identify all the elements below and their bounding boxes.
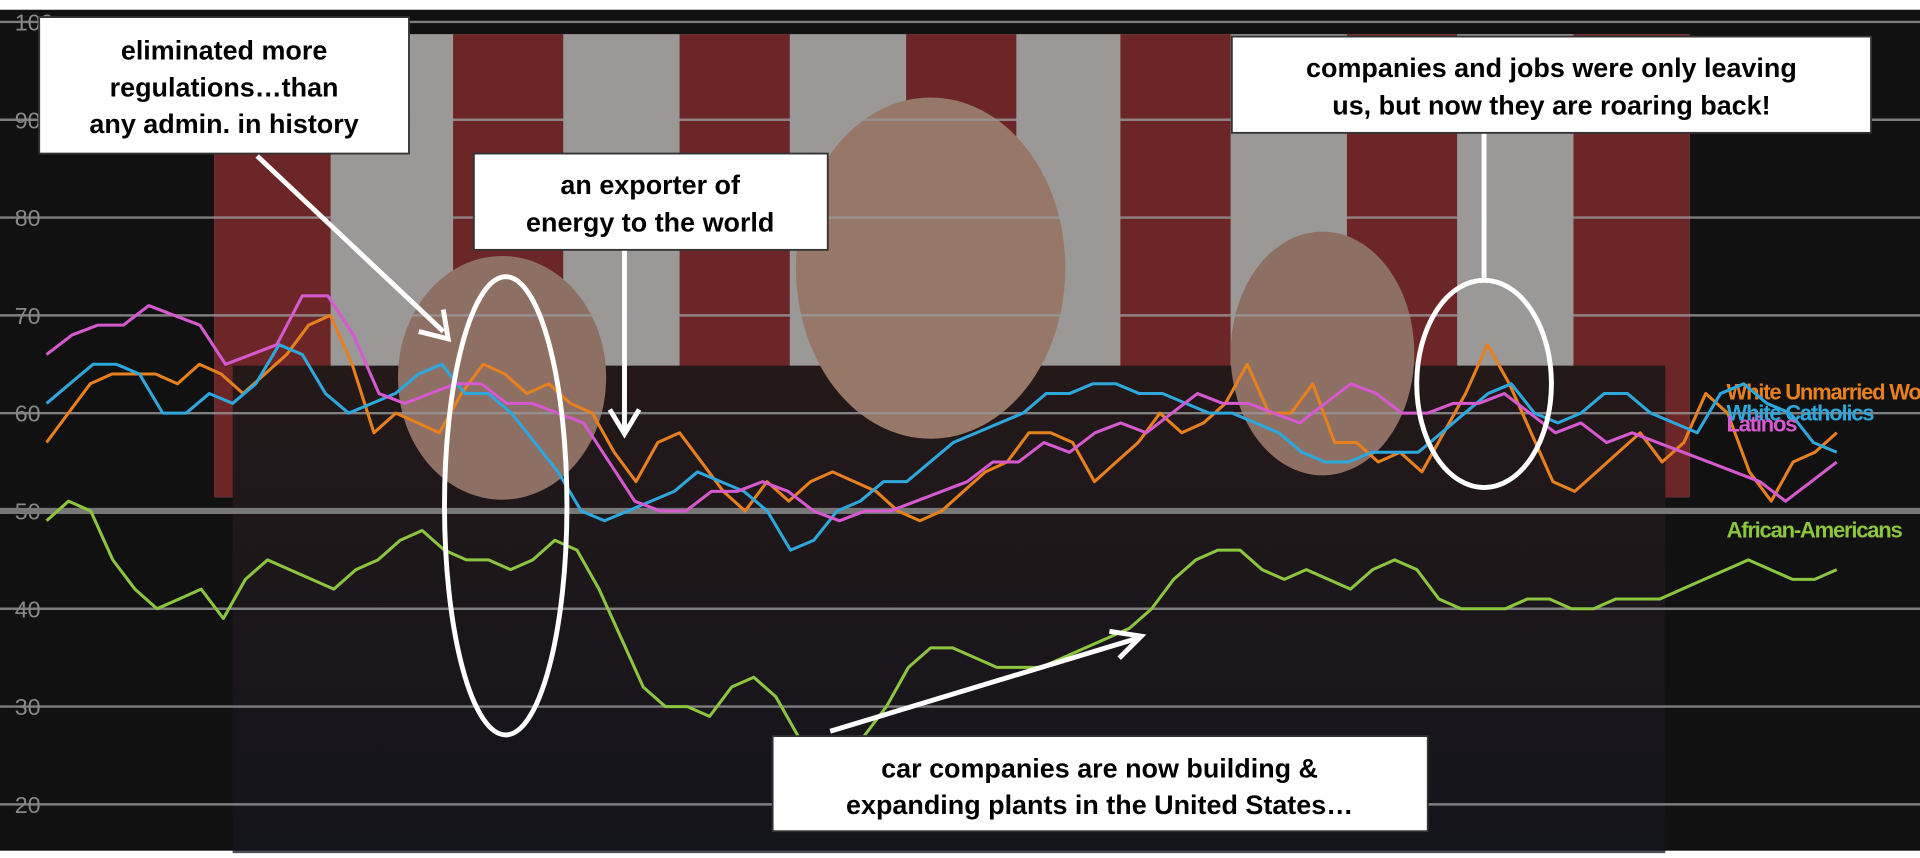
y-tick-label: 70: [15, 303, 41, 329]
annotation-line: an exporter of: [560, 170, 740, 200]
y-tick-label: 30: [15, 694, 41, 720]
annotation-line: regulations…than: [110, 72, 339, 102]
annotation-line: eliminated more: [121, 36, 328, 66]
annotation-line: companies and jobs were only leaving: [1306, 53, 1797, 83]
annotation-line: any admin. in history: [89, 109, 358, 139]
chart: 2030405060708090100 White Unmarried WomW…: [0, 0, 1920, 858]
annotation-line: energy to the world: [526, 208, 774, 238]
annotation-line: car companies are now building &: [881, 754, 1318, 784]
y-tick-label: 60: [15, 401, 41, 427]
page: {"chart_data":{"type":"line", "ylim":[20…: [0, 0, 1920, 858]
y-tick-label: 90: [15, 107, 41, 133]
annotation-line: us, but now they are roaring back!: [1332, 91, 1770, 121]
annotation-line: expanding plants in the United States…: [846, 790, 1353, 820]
series-label: African-Americans: [1727, 518, 1903, 543]
series-label: Latinos: [1727, 411, 1798, 436]
y-tick-label: 80: [15, 205, 41, 231]
y-tick-label: 40: [15, 596, 41, 622]
y-tick-label: 20: [15, 792, 41, 818]
